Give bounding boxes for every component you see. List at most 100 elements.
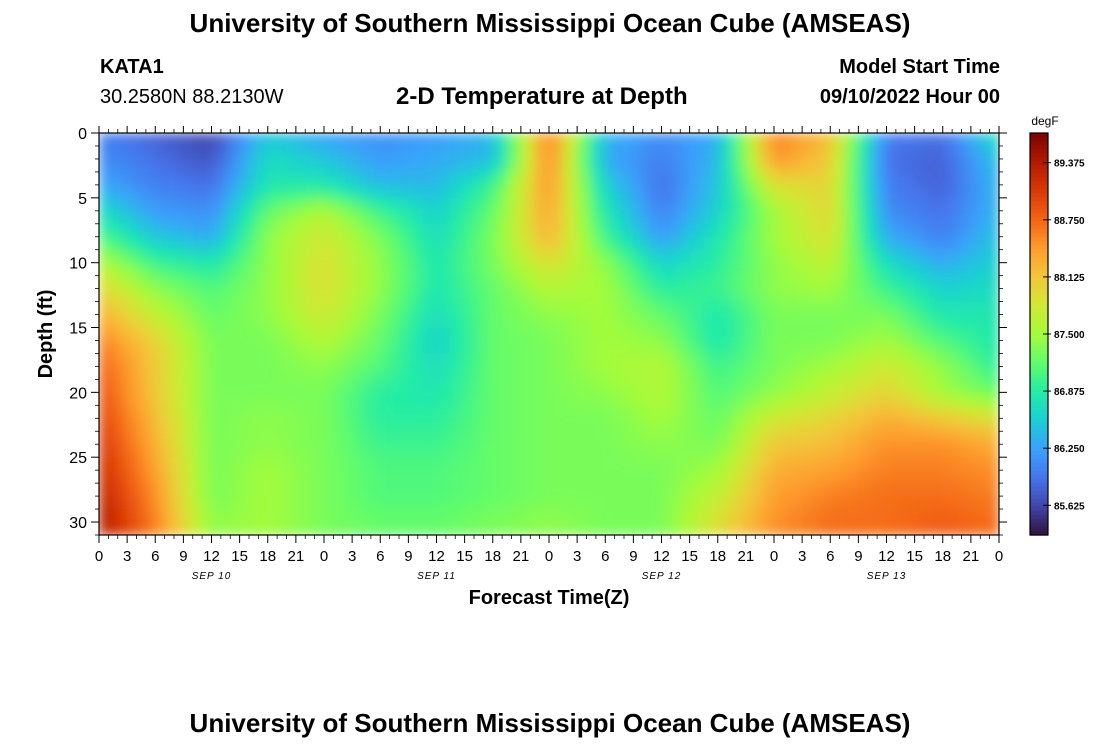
heatmap-cell: [619, 328, 634, 342]
heatmap-cell: [943, 302, 958, 316]
heatmap-cell: [310, 483, 325, 497]
heatmap-cell: [872, 237, 887, 251]
heatmap-cell: [633, 522, 648, 536]
colorbar-swatch: [1030, 451, 1048, 456]
heatmap-cell: [591, 146, 606, 160]
heatmap-cell: [507, 315, 522, 329]
heatmap-cell: [465, 522, 480, 536]
heatmap-cell: [985, 483, 1000, 497]
heatmap-cell: [493, 405, 508, 419]
heatmap-cell: [99, 509, 114, 523]
heatmap-cell: [422, 159, 437, 173]
heatmap-cell: [802, 509, 817, 523]
heatmap-cell: [240, 366, 255, 380]
heatmap-cell: [493, 522, 508, 536]
heatmap-cell: [619, 159, 634, 173]
heatmap-cell: [296, 509, 311, 523]
heatmap-cell: [197, 418, 212, 432]
heatmap-cell: [844, 159, 859, 173]
heatmap-cell: [408, 444, 423, 458]
heatmap-cell: [254, 146, 269, 160]
heatmap-cell: [507, 418, 522, 432]
heatmap-cell: [338, 185, 353, 199]
x-tick-label: 15: [906, 548, 923, 565]
heatmap-cell: [844, 509, 859, 523]
heatmap-cell: [535, 457, 550, 471]
heatmap-cell: [240, 185, 255, 199]
heatmap-cell: [282, 366, 297, 380]
heatmap-cell: [563, 198, 578, 212]
heatmap-cell: [619, 496, 634, 510]
colorbar-swatch: [1030, 479, 1048, 484]
heatmap-cell: [605, 418, 620, 432]
heatmap-cell: [521, 405, 536, 419]
colorbar-swatch: [1030, 370, 1048, 375]
heatmap-cell: [141, 392, 156, 406]
heatmap-cell: [380, 522, 395, 536]
heatmap-cell: [943, 172, 958, 186]
heatmap-cell: [310, 509, 325, 523]
heatmap-cell: [113, 224, 128, 238]
heatmap-cell: [816, 444, 831, 458]
heatmap-cell: [760, 211, 775, 225]
colorbar-swatch: [1030, 185, 1048, 190]
heatmap-cell: [366, 302, 381, 316]
heatmap-cell: [422, 418, 437, 432]
heatmap-cell: [858, 263, 873, 277]
heatmap-cell: [240, 509, 255, 523]
heatmap-cell: [240, 276, 255, 290]
heatmap-cell: [113, 211, 128, 225]
heatmap-cell: [690, 211, 705, 225]
heatmap-cell: [718, 211, 733, 225]
heatmap-cell: [591, 185, 606, 199]
heatmap-cell: [690, 198, 705, 212]
heatmap-cell: [240, 457, 255, 471]
heatmap-cell: [746, 237, 761, 251]
heatmap-cell: [507, 405, 522, 419]
heatmap-cell: [816, 509, 831, 523]
colorbar-swatch: [1030, 201, 1048, 206]
heatmap-cell: [746, 470, 761, 484]
heatmap-cell: [282, 172, 297, 186]
heatmap-cell: [971, 198, 986, 212]
heatmap-cell: [802, 366, 817, 380]
heatmap-cell: [887, 276, 902, 290]
heatmap-cell: [633, 289, 648, 303]
heatmap-cell: [352, 224, 367, 238]
heatmap-cell: [451, 366, 466, 380]
heatmap-cell: [282, 444, 297, 458]
heatmap-cell: [957, 237, 972, 251]
heatmap-cell: [408, 289, 423, 303]
heatmap-cell: [366, 444, 381, 458]
heatmap-cell: [591, 392, 606, 406]
heatmap-cell: [338, 250, 353, 264]
heatmap-cell: [957, 366, 972, 380]
heatmap-cell: [788, 172, 803, 186]
heatmap-cell: [535, 185, 550, 199]
heatmap-cell: [338, 224, 353, 238]
heatmap-cell: [929, 224, 944, 238]
heatmap-cell: [352, 457, 367, 471]
heatmap-cell: [183, 276, 198, 290]
heatmap-cell: [310, 146, 325, 160]
heatmap-cell: [774, 470, 789, 484]
heatmap-cell: [872, 263, 887, 277]
heatmap-cell: [155, 405, 170, 419]
heatmap-cell: [633, 159, 648, 173]
heatmap-cell: [296, 315, 311, 329]
heatmap-cell: [254, 133, 269, 147]
heatmap-cell: [296, 328, 311, 342]
heatmap-cell: [957, 444, 972, 458]
heatmap-cell: [591, 302, 606, 316]
heatmap-cell: [647, 185, 662, 199]
heatmap-cell: [352, 431, 367, 445]
colorbar-swatch: [1030, 435, 1048, 440]
heatmap-cell: [858, 379, 873, 393]
heatmap-cell: [746, 263, 761, 277]
heatmap-cell: [844, 340, 859, 354]
heatmap-cell: [113, 444, 128, 458]
heatmap-cell: [422, 405, 437, 419]
heatmap-cell: [226, 328, 241, 342]
heatmap-cell: [774, 405, 789, 419]
heatmap-cell: [647, 172, 662, 186]
